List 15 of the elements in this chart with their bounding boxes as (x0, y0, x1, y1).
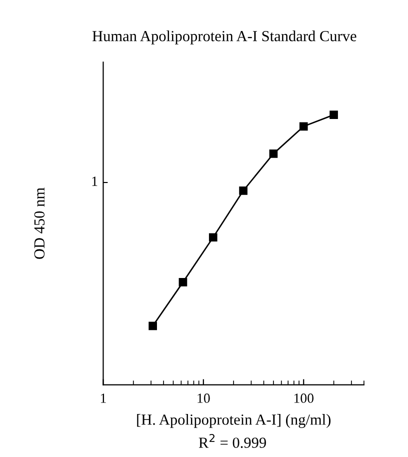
point (208, 233, 218, 242)
x-tick-label: 10 (198, 394, 210, 403)
point (330, 110, 338, 119)
text: R$^{2}$ = 0.999 (198, 434, 266, 448)
chart-title: Human Apolipoprotein A-I Standard Curve (92, 30, 356, 44)
x-tick-label: 100 (294, 394, 314, 403)
text: 1 (92, 176, 98, 186)
point (148, 322, 157, 330)
x-tick-label: 1 (100, 394, 106, 403)
x-axis-title: [H. Apolipoprotein A-I] (ng/ml) (137, 414, 331, 428)
point (239, 186, 248, 195)
y-axis-title: OD 450 nm (34, 188, 45, 259)
point (178, 278, 188, 286)
point (269, 150, 278, 158)
point (299, 122, 308, 131)
